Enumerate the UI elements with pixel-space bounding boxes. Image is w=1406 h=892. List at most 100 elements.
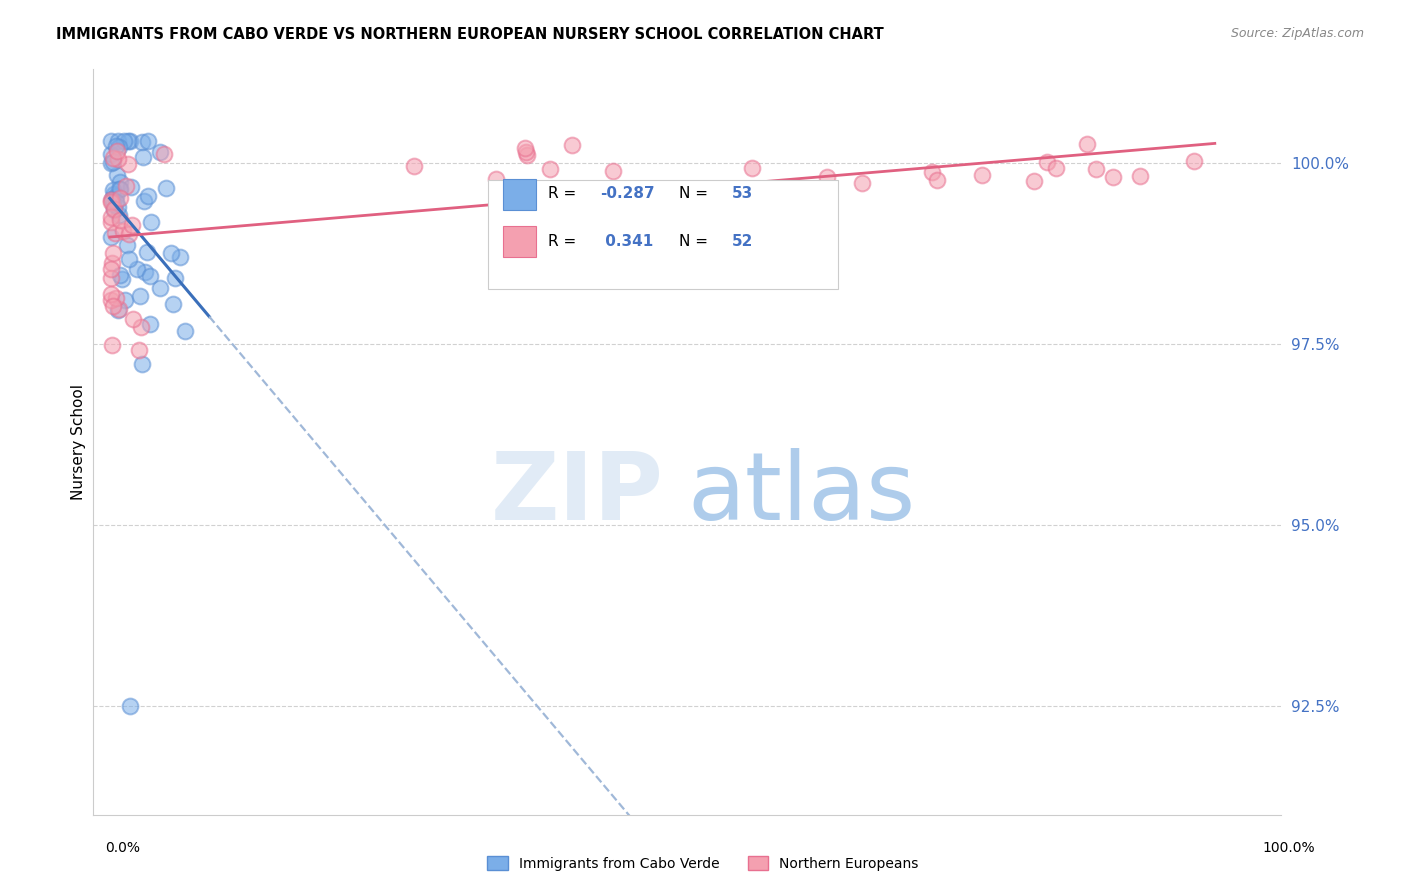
Point [101,151,124,165]
Point [132,194,155,208]
Point [103,300,125,314]
Legend: Immigrants from Cabo Verde, Northern Europeans: Immigrants from Cabo Verde, Northern Eur… [482,850,924,876]
Point [107,302,129,317]
Point [155,181,177,195]
Point [118,134,141,148]
Point [118,227,141,241]
Point [136,134,159,148]
Point [100,194,122,208]
Text: IMMIGRANTS FROM CABO VERDE VS NORTHERN EUROPEAN NURSERY SCHOOL CORRELATION CHART: IMMIGRANTS FROM CABO VERDE VS NORTHERN E… [56,27,884,42]
Point [134,265,156,279]
Point [105,144,128,158]
Point [538,161,561,176]
Point [100,210,122,224]
Point [515,145,537,160]
Text: N =: N = [679,234,713,249]
Y-axis label: Nursery School: Nursery School [72,384,86,500]
Point [107,201,129,215]
Point [1101,170,1123,185]
Point [121,311,143,326]
Point [1076,137,1098,152]
Point [169,250,191,264]
Point [103,202,125,216]
Point [115,238,138,252]
Point [136,244,159,259]
Point [125,261,148,276]
Text: 52: 52 [733,234,754,249]
Point [921,165,943,179]
Point [100,156,122,170]
Text: ZIP: ZIP [491,448,664,540]
Text: atlas: atlas [688,448,915,540]
Point [108,182,131,196]
Point [118,252,141,267]
Point [138,317,160,331]
Point [117,134,139,148]
Point [104,226,127,240]
Point [107,134,129,148]
Point [139,215,162,229]
Text: 0.341: 0.341 [600,234,654,249]
Point [118,698,141,713]
Point [160,246,183,260]
Point [1128,169,1150,183]
Point [100,215,122,229]
Text: 0.0%: 0.0% [105,841,141,855]
Point [107,303,129,318]
Point [100,256,122,270]
Point [110,268,132,282]
Point [111,272,134,286]
Point [115,179,138,194]
Point [120,180,142,194]
Point [131,150,153,164]
Point [100,338,122,352]
FancyBboxPatch shape [488,180,838,289]
Point [111,224,134,238]
Point [108,175,131,189]
Point [174,324,197,338]
Point [108,208,131,222]
Point [128,343,150,357]
Text: N =: N = [679,186,713,202]
Point [1035,154,1057,169]
Point [131,135,153,149]
Point [112,134,135,148]
Point [105,189,128,203]
Point [117,157,139,171]
Point [101,183,124,197]
FancyBboxPatch shape [503,179,536,211]
Point [131,357,153,371]
Point [149,145,172,159]
Point [1182,154,1205,169]
Point [103,196,125,211]
Point [103,245,125,260]
Point [1085,161,1108,176]
Point [100,293,122,308]
Point [515,148,537,162]
Text: Source: ZipAtlas.com: Source: ZipAtlas.com [1230,27,1364,40]
Text: R =: R = [548,234,581,249]
Point [741,161,763,175]
Text: 53: 53 [733,186,754,202]
Point [100,192,122,206]
Text: 100.0%: 100.0% [1263,841,1315,855]
Point [817,169,839,184]
Point [100,147,122,161]
Point [103,186,125,201]
Point [103,203,125,218]
Point [107,168,129,182]
Point [100,134,122,148]
Point [561,137,583,152]
Point [100,230,122,244]
Point [101,154,124,169]
Point [139,269,162,284]
Point [153,146,176,161]
Point [851,176,873,190]
Point [136,189,159,203]
FancyBboxPatch shape [503,226,536,257]
Point [515,141,537,155]
Point [927,173,949,187]
Point [108,191,131,205]
Point [972,169,994,183]
Point [100,262,122,277]
